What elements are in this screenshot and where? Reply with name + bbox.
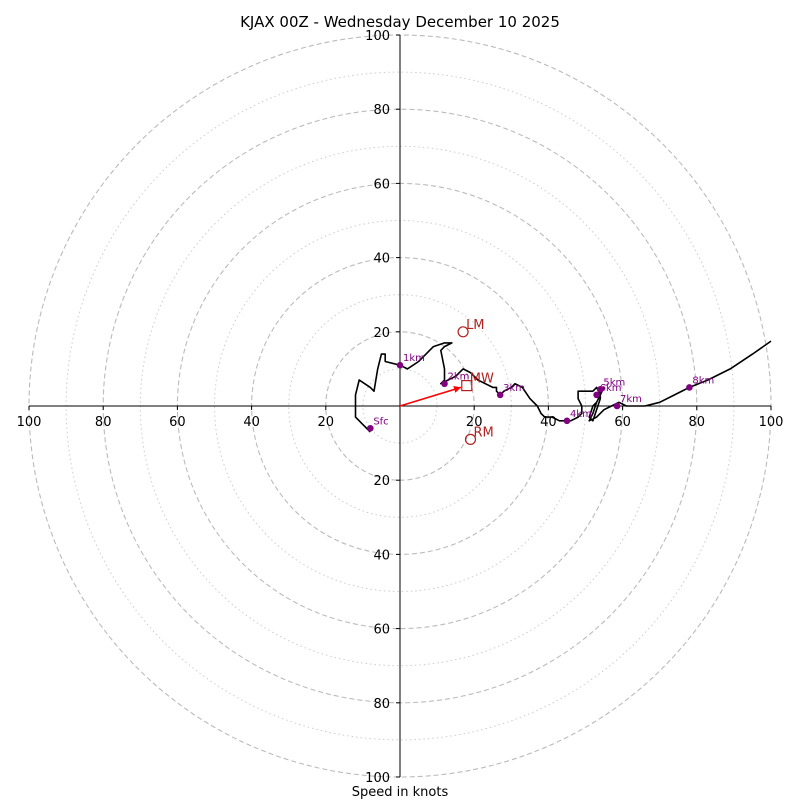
height-label-6km: 6km — [600, 383, 622, 394]
height-label-7km: 7km — [620, 394, 642, 405]
y-tick-label: 60 — [373, 623, 390, 638]
height-label-5km: 5km — [603, 377, 625, 388]
height-marker-4km — [563, 417, 571, 425]
x-tick-label: 100 — [759, 415, 784, 430]
height-marker-7km — [613, 402, 621, 410]
tick-labels: 100 80 60 40 20 20 40 60 80 100 20 40 60 80 100 20 40 60 8… — [17, 29, 784, 786]
y-tick-label: 20 — [373, 474, 390, 489]
height-marker-2km — [441, 380, 448, 388]
x-tick-label: 100 — [17, 415, 42, 430]
mean-wind-vector — [399, 386, 462, 407]
height-marker-3km — [496, 391, 504, 399]
storm-motions: LM RM MW — [457, 318, 494, 445]
x-tick-label: 40 — [243, 415, 260, 430]
y-tick-label: 100 — [365, 771, 390, 786]
mean-wind-marker — [461, 379, 473, 392]
height-label-3km: 3km — [503, 383, 525, 394]
x-tick-label: 60 — [169, 415, 186, 430]
right-mover-marker — [464, 433, 477, 445]
height-label-1km: 1km — [403, 353, 425, 364]
x-tick-label: 20 — [466, 415, 483, 430]
height-marker-5km — [597, 386, 604, 393]
height-marker-6km — [593, 391, 600, 399]
wind-profile — [354, 340, 772, 433]
mean-wind-arrow-shaft — [399, 386, 462, 407]
x-tick-label: 80 — [689, 415, 706, 430]
height-marker-Sfc — [367, 424, 374, 432]
chart-title: KJAX 00Z - Wednesday December 10 2025 — [240, 13, 560, 31]
x-tick-label: 20 — [318, 415, 335, 430]
height-marker-8km — [686, 384, 693, 391]
y-tick-label: 80 — [373, 697, 390, 712]
y-tick-label: 60 — [373, 177, 390, 192]
y-tick-label: 20 — [373, 326, 390, 341]
height-label-2km: 2km — [448, 372, 470, 383]
y-tick-label: 100 — [365, 29, 390, 44]
x-axis-label: Speed in knots — [352, 785, 449, 800]
right-mover-label: RM — [473, 425, 493, 440]
x-tick-label: 60 — [614, 415, 631, 430]
x-tick-label: 40 — [540, 415, 557, 430]
y-tick-label: 40 — [373, 548, 390, 563]
height-label-4km: 4km — [570, 409, 592, 420]
y-tick-label: 40 — [373, 252, 390, 267]
mean-wind-label: MW — [470, 372, 494, 387]
wind-profile-line — [354, 340, 772, 433]
height-label-Sfc: Sfc — [373, 416, 388, 427]
x-tick-label: 80 — [95, 415, 112, 430]
left-mover-marker — [457, 326, 469, 338]
height-marker-1km — [396, 361, 404, 369]
mean-wind-arrow-head — [453, 386, 462, 393]
height-label-8km: 8km — [692, 375, 714, 386]
left-mover-label: LM — [466, 318, 484, 333]
y-tick-label: 80 — [373, 103, 390, 118]
